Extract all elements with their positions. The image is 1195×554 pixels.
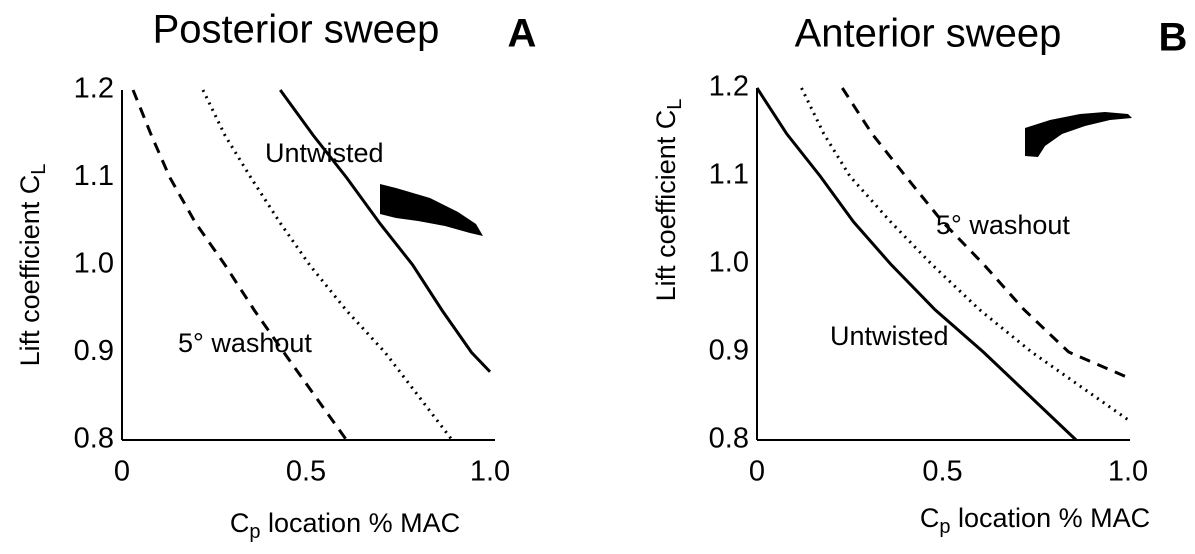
- wing-icon: [380, 184, 483, 236]
- x-tick-label: 0.5: [286, 456, 326, 488]
- panel-label: B: [1159, 16, 1188, 60]
- y-axis-label: Lift coefficient CL: [15, 164, 50, 367]
- y-label-text: Lift coefficient C: [651, 110, 681, 302]
- x-tick-label: 0: [749, 456, 765, 488]
- y-tick-label: 1.2: [709, 71, 749, 103]
- y-tick-label: 0.8: [709, 423, 749, 455]
- y-label-sub: L: [28, 164, 50, 175]
- panel-label: A: [508, 12, 537, 56]
- curve: [755, 87, 1078, 442]
- y-tick-label: 0.9: [709, 335, 749, 367]
- y-tick-label: 1.1: [709, 159, 749, 191]
- y-tick-label: 0.8: [74, 423, 114, 455]
- curve-label: 5° washout: [936, 210, 1070, 240]
- curve: [279, 89, 492, 373]
- y-axis-label: Lift coefficient CL: [651, 99, 686, 302]
- y-label-text: Lift coefficient C: [15, 175, 45, 367]
- x-tick-label: 0.5: [922, 456, 962, 488]
- x-axis-label: Cp location % MAC: [920, 503, 1150, 538]
- x-label-text: C: [920, 503, 940, 533]
- curve: [800, 87, 1129, 421]
- wing-icon: [1025, 112, 1132, 157]
- y-tick-label: 1.0: [709, 247, 749, 279]
- y-tick-label: 1.1: [74, 160, 114, 192]
- x-label-sub: p: [249, 521, 260, 543]
- y-label-sub: L: [664, 99, 686, 110]
- y-tick-label: 0.9: [74, 335, 114, 367]
- curve-label: 5° washout: [178, 328, 312, 358]
- chart-title: Posterior sweep: [153, 8, 440, 52]
- curve: [131, 89, 348, 441]
- x-tick-label: 0: [114, 456, 130, 488]
- x-tick-label: 1.0: [1108, 456, 1148, 488]
- curve-label: Untwisted: [830, 321, 949, 351]
- x-axis-label: Cp location % MAC: [230, 508, 460, 543]
- x-tick-label: 1.0: [470, 456, 510, 488]
- y-tick-label: 1.2: [74, 73, 114, 105]
- curve: [841, 87, 1129, 379]
- y-tick-label: 1.0: [74, 248, 114, 280]
- x-label-text: location % MAC: [261, 508, 461, 538]
- x-label-text: C: [230, 508, 250, 538]
- curve-label: Untwisted: [265, 138, 384, 168]
- x-label-text: location % MAC: [951, 503, 1151, 533]
- chart-title: Anterior sweep: [795, 12, 1062, 56]
- x-label-sub: p: [939, 516, 950, 538]
